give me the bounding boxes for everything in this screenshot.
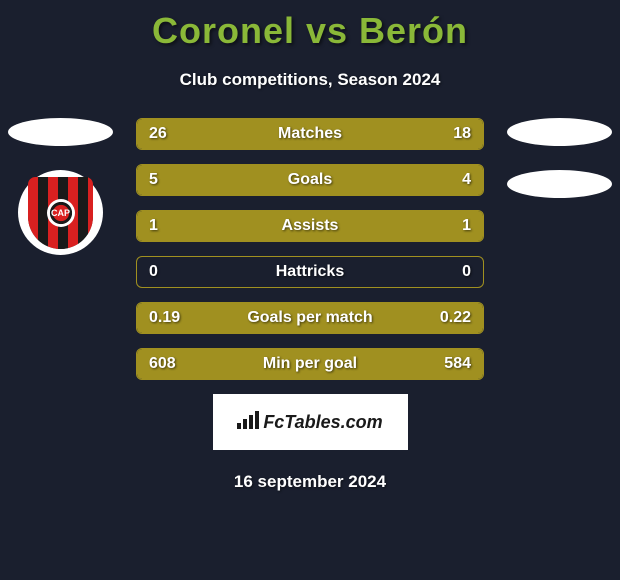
chart-icon (237, 411, 259, 434)
stat-row-gpm: 0.19 Goals per match 0.22 (136, 302, 484, 334)
stat-value-right: 0.22 (440, 309, 471, 327)
team-right-badge-oval-bottom (507, 170, 612, 198)
stat-value-right: 1 (462, 217, 471, 235)
stat-row-matches: 26 Matches 18 (136, 118, 484, 150)
brand-text: FcTables.com (237, 411, 382, 434)
stat-row-goals: 5 Goals 4 (136, 164, 484, 196)
stat-label: Goals per match (137, 309, 483, 327)
stat-label: Min per goal (137, 355, 483, 373)
shield-text: CAP (47, 199, 75, 227)
stat-label: Hattricks (137, 263, 483, 281)
comparison-subtitle: Club competitions, Season 2024 (0, 70, 620, 90)
stat-label: Matches (137, 125, 483, 143)
team-left-badge-oval (8, 118, 113, 146)
comparison-title: Coronel vs Berón (0, 0, 620, 52)
stats-list: 26 Matches 18 5 Goals 4 1 Assists 1 0 Ha… (136, 118, 484, 380)
stat-row-assists: 1 Assists 1 (136, 210, 484, 242)
team-right-badge-oval-top (507, 118, 612, 146)
brand-box: FcTables.com (213, 394, 408, 450)
stat-label: Goals (137, 171, 483, 189)
stat-value-right: 18 (453, 125, 471, 143)
brand-label: FcTables.com (263, 412, 382, 433)
stat-row-hattricks: 0 Hattricks 0 (136, 256, 484, 288)
stat-label: Assists (137, 217, 483, 235)
comparison-date: 16 september 2024 (0, 472, 620, 492)
comparison-container: CAP 26 Matches 18 5 Goals 4 1 Assists 1 (0, 118, 620, 492)
shield-icon: CAP (28, 177, 93, 249)
stat-row-mpg: 608 Min per goal 584 (136, 348, 484, 380)
team-left-logo: CAP (18, 170, 103, 255)
stat-value-right: 4 (462, 171, 471, 189)
stat-value-right: 0 (462, 263, 471, 281)
stat-value-right: 584 (444, 355, 471, 373)
